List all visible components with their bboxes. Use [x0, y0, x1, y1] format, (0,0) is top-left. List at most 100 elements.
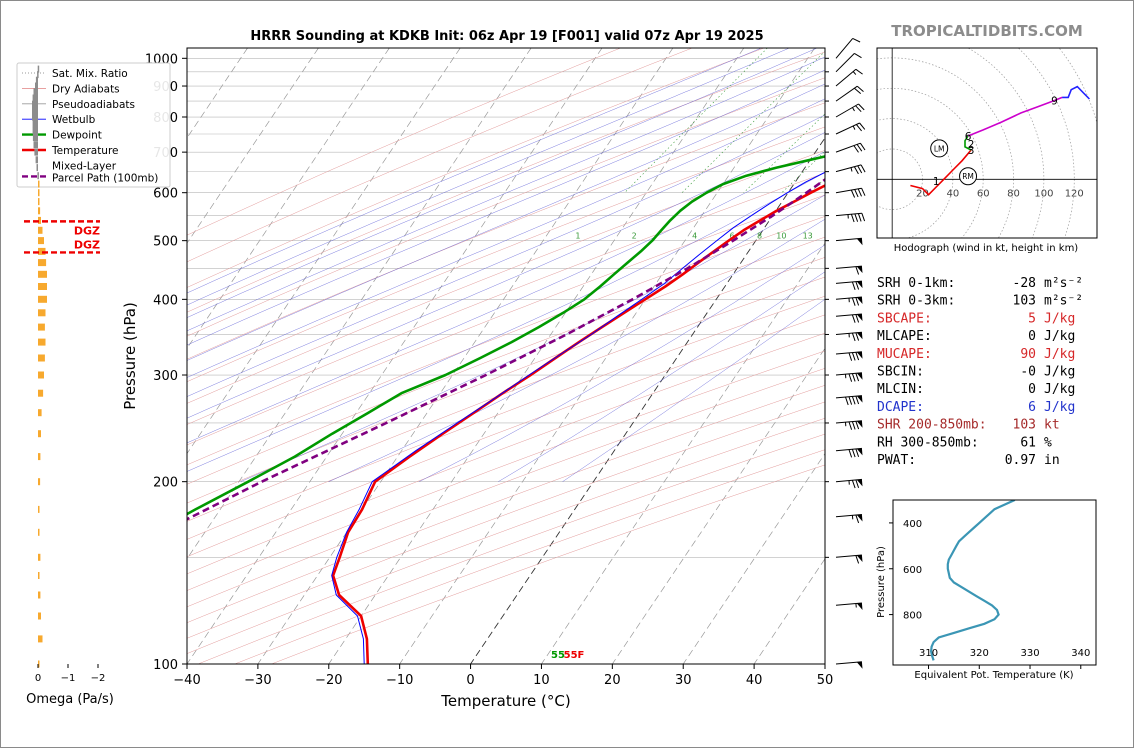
omega-bar: [38, 354, 45, 362]
mixing-ratio-label: 6: [729, 232, 734, 241]
pseudoadiabat: [187, 151, 825, 444]
pseudoadiabat: [187, 98, 825, 378]
barb-shaft: [835, 265, 862, 269]
legend-entry-line: Mixed-Layer: [52, 160, 117, 172]
isotherm: [187, 48, 603, 664]
hodograph-data: 1 23 6 9 LM RM: [910, 85, 1090, 196]
omega-bar: [38, 389, 44, 397]
dry-adiabat: [187, 332, 825, 575]
barb-pennant: [856, 661, 863, 669]
mixing-ratio-label: 24: [867, 232, 877, 241]
dry-adiabat: [187, 257, 825, 504]
hodograph-ring-label: 20: [916, 188, 929, 199]
hodograph-trace: [1062, 85, 1090, 100]
legend-entry-line: Pseudoadiabats: [52, 99, 135, 111]
surface-dewpoint-label: 55: [551, 650, 565, 661]
wind-barb: [835, 296, 863, 306]
pseudoadiabat: [187, 48, 818, 318]
barb-shaft: [835, 280, 862, 284]
omega-bar: [34, 148, 38, 156]
omega-bar: [38, 553, 41, 561]
hodograph-height-label: 6: [965, 131, 972, 143]
stat-unit: in: [1044, 453, 1060, 468]
legend-entry: Temperature: [51, 145, 119, 157]
theta-e-ticks: 310 320 330 340 400 600 800: [889, 519, 1090, 669]
stat-label: MLCIN:: [877, 382, 924, 397]
pseudoadiabat: [187, 83, 825, 361]
wind-barb: [835, 37, 861, 59]
theta-e-x-tick-label: 330: [1020, 648, 1039, 659]
theta-e-y-tick-label: 600: [903, 565, 922, 576]
barb-flag: [848, 421, 853, 430]
barb-shaft: [835, 68, 857, 87]
x-tick-label: 10: [533, 673, 550, 688]
legend-entry-line: Sat. Mix. Ratio: [52, 68, 128, 80]
barb-shaft: [835, 372, 862, 376]
barb-flag: [855, 332, 860, 341]
legend-entry: Dry Adiabats: [52, 83, 120, 95]
isotherm: [470, 137, 825, 664]
dry-adiabat: [271, 464, 825, 664]
omega-bar: [38, 283, 47, 290]
dry-adiabat: [187, 276, 825, 522]
omega-bar: [32, 120, 38, 128]
x-axis-label: Temperature (°C): [440, 692, 570, 710]
barb-pennant: [856, 479, 863, 487]
dry-adiabat: [187, 102, 825, 360]
stat-value: 0: [1028, 382, 1036, 397]
wind-barb: [835, 164, 866, 175]
omega-bar: [38, 295, 47, 303]
barb-flag: [851, 281, 856, 290]
stat-unit: J/kg: [1044, 311, 1075, 326]
barb-shaft: [835, 514, 862, 518]
isotherm: [187, 48, 319, 244]
theta-e-x-tick-label: 310: [919, 648, 938, 659]
stat-unit: J/kg: [1044, 365, 1075, 380]
barb-flag: [848, 449, 853, 458]
stat-value: 103: [1013, 418, 1036, 433]
barb-flag: [854, 189, 859, 198]
barb-shaft: [835, 331, 862, 335]
wind-barb: [835, 122, 866, 135]
wind-barb: [835, 187, 866, 198]
wind-barb: [835, 237, 863, 246]
barb-flag: [854, 52, 862, 59]
barb-shaft: [835, 164, 862, 173]
stat-value: 103: [1013, 294, 1036, 309]
omega-bar: [37, 172, 39, 180]
omega-bar: [38, 198, 40, 206]
barb-shaft: [835, 351, 862, 355]
isotherm: [257, 48, 674, 664]
storm-motion-label: LM: [934, 144, 945, 153]
mixing-ratio-label: 8: [757, 232, 762, 241]
legend-entry-line: Parcel Path (100mb): [52, 172, 158, 184]
dry-adiabat: [187, 236, 825, 485]
dgz-label: DGZ: [74, 238, 100, 251]
omega-bar: [38, 259, 47, 267]
omega-tick-label: 0: [35, 673, 41, 684]
barb-flag: [857, 165, 863, 174]
omega-bar: [38, 660, 40, 668]
wind-barb: [835, 372, 863, 382]
y-tick-label: 400: [153, 293, 178, 308]
y-tick-label: 100: [153, 658, 178, 673]
series-mixed-layer-line: [187, 178, 825, 521]
stat-value: 0: [1028, 329, 1036, 344]
barb-flag: [855, 421, 860, 430]
skewt-data: 1 2 4 6 8 10 13 16 20 24 30 36: [187, 155, 877, 664]
dry-adiabat: [187, 350, 825, 591]
barb-flag: [853, 145, 859, 153]
hodograph-height-label: 3: [968, 145, 975, 157]
barb-pennant: [856, 448, 863, 456]
omega-bar: [38, 572, 40, 579]
barb-pennant: [856, 420, 863, 428]
isotherm: [187, 48, 461, 455]
omega-bar: [33, 141, 38, 149]
theta-e-line: [929, 500, 1016, 661]
barb-flag: [857, 188, 862, 197]
stat-label: PWAT:: [877, 453, 916, 468]
barb-flag: [848, 396, 853, 405]
barb-flag: [851, 314, 856, 323]
omega-bar: [38, 247, 46, 255]
